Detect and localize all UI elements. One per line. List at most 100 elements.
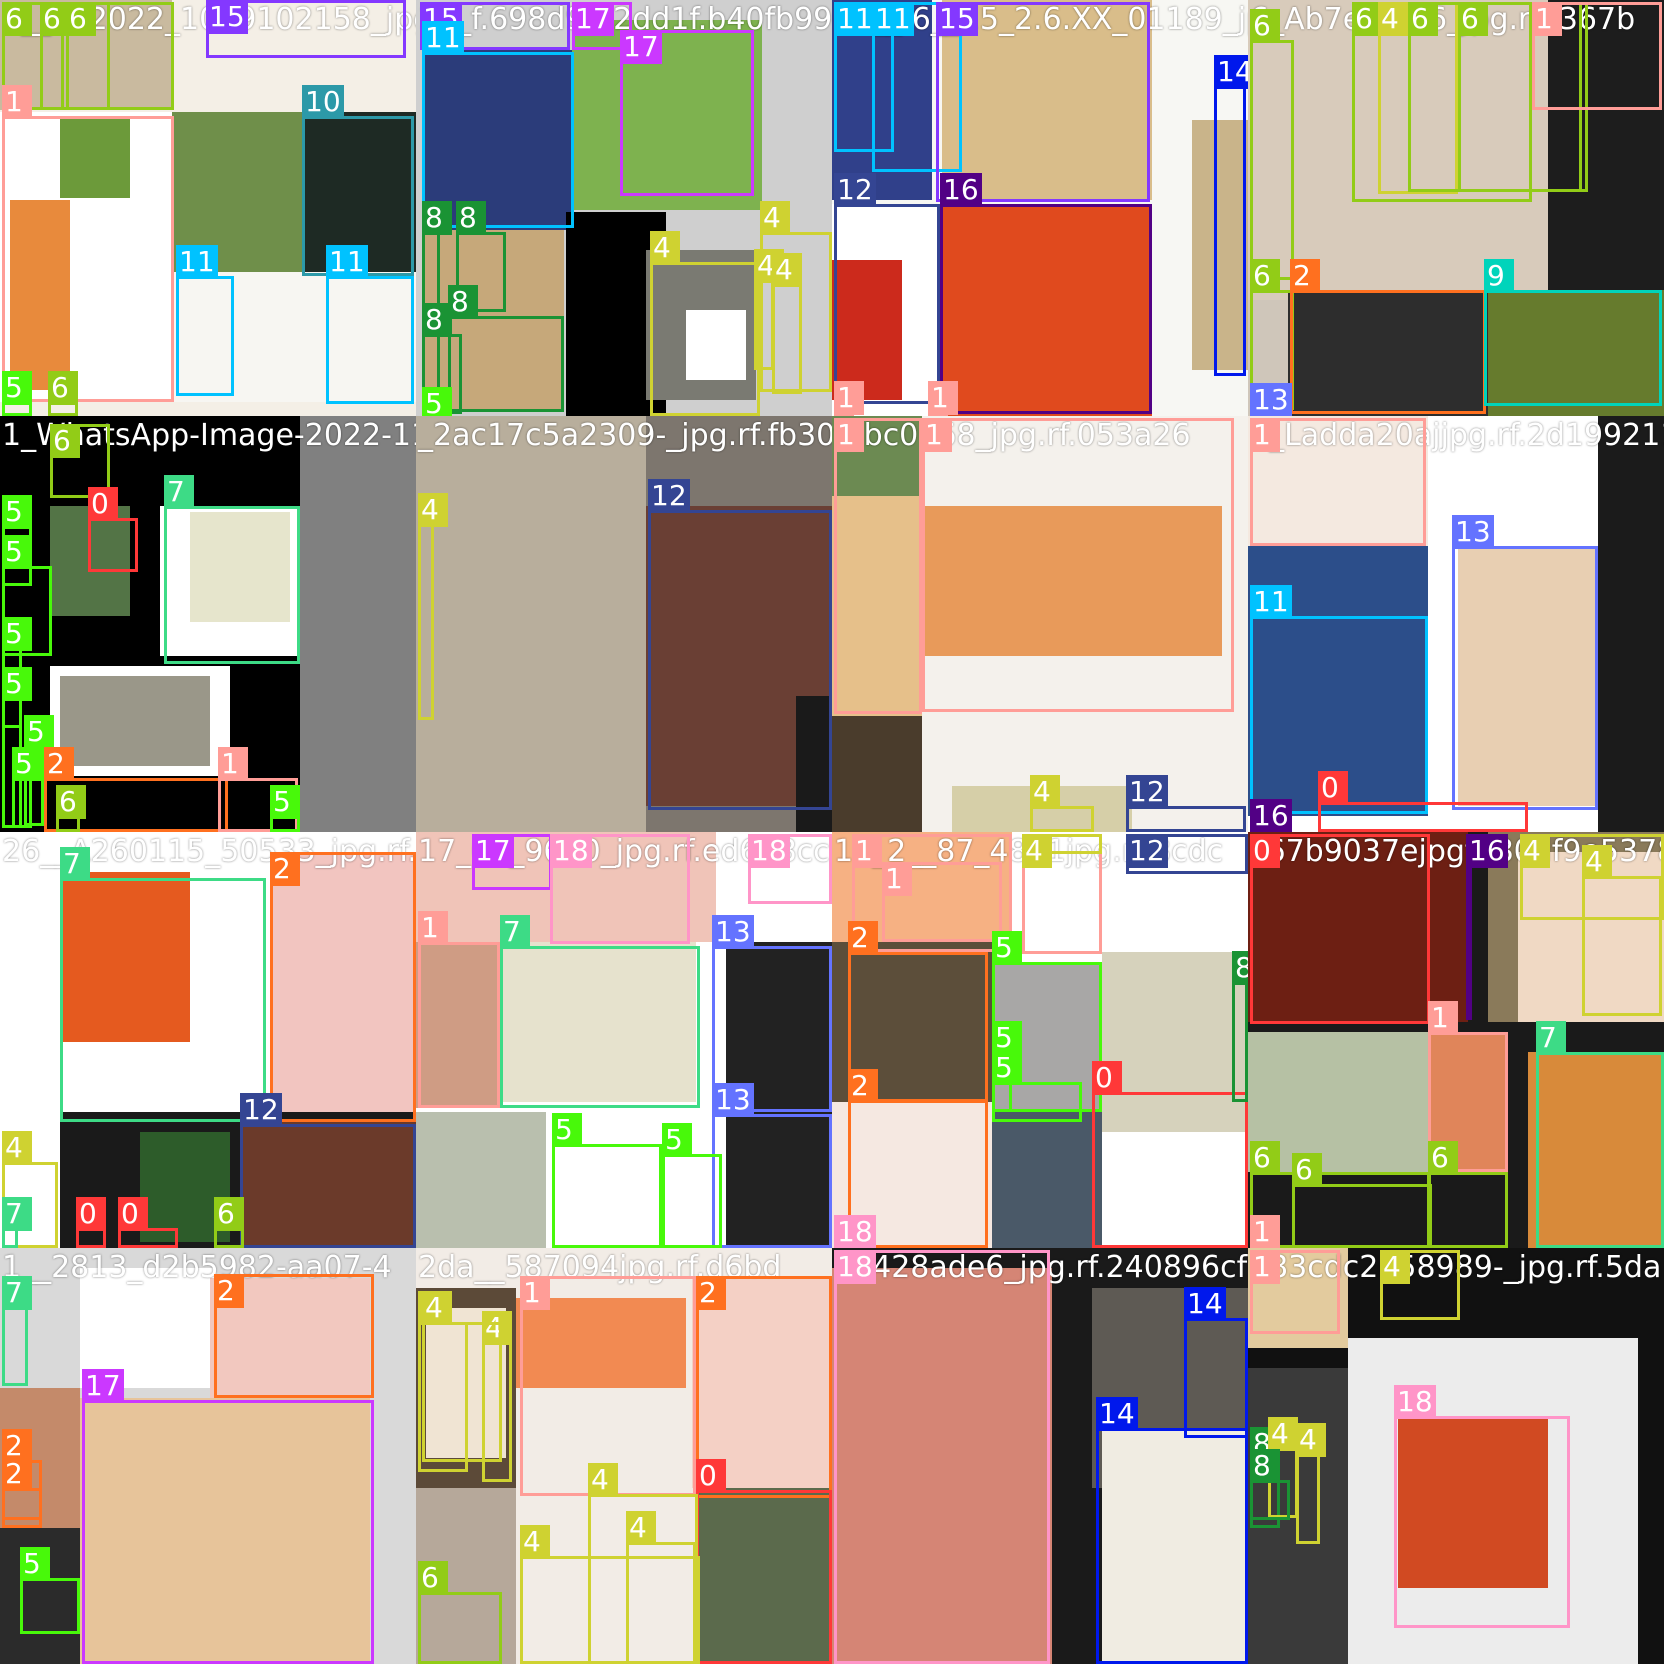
class-label: 8 (456, 201, 486, 235)
mosaic-tile: c67b9037ejpgf380df9e5378 0 16 4 4 1 7 6 6 6 1 (1248, 832, 1664, 1248)
class-label: 4 (418, 493, 448, 527)
class-label: 5 (2, 371, 32, 405)
class-label: 8 (422, 201, 452, 235)
image-region (60, 676, 210, 766)
bounding-box: 4 (772, 253, 802, 394)
class-label: 7 (1536, 1021, 1566, 1055)
class-label: 4 (520, 1525, 550, 1559)
image-region (1102, 952, 1248, 1132)
bounding-box: 4 (760, 201, 832, 392)
bounding-box: 18 (834, 1215, 876, 1248)
class-label: 18 (748, 834, 790, 868)
bounding-box: 5 (270, 785, 300, 832)
bounding-box: 1 (882, 862, 1002, 942)
class-label: 5 (992, 1051, 1022, 1085)
class-label: 7 (2, 1276, 32, 1310)
class-label: 5 (422, 387, 452, 416)
image-region (1488, 290, 1664, 416)
bounding-box: 14 (1184, 1287, 1248, 1438)
class-label: 7 (2, 1197, 32, 1231)
bounding-box: 4 (754, 249, 784, 370)
mosaic-tile: 2da__587094jpg.rf.d6bd1244404446 (416, 1248, 832, 1664)
class-label: 11 (326, 245, 368, 279)
class-label: 6 (50, 424, 80, 458)
bounding-box: 1 (418, 911, 500, 1108)
bounding-box: 13 (1452, 515, 1598, 810)
bounding-box: 2 (848, 1069, 988, 1248)
image-region (1528, 1052, 1664, 1248)
image-region (686, 310, 746, 380)
class-label: 1 (1250, 1250, 1280, 1284)
class-label: 6 (66, 2, 96, 36)
bounding-box: 1 (834, 381, 864, 416)
bounding-box: 12 (834, 173, 940, 404)
bounding-box: 5 (2, 535, 52, 656)
bounding-box: 4 (1520, 834, 1664, 920)
mosaic-tile: 1__2813_d2b5982-aa07-4 7 2 17 2 2 5 (0, 1248, 416, 1664)
bounding-box: 18 (1394, 1385, 1570, 1628)
class-label: 1 (218, 747, 248, 781)
bounding-box: 2 (44, 747, 228, 832)
bounding-box: 18 (550, 834, 690, 944)
image-region (1458, 546, 1598, 806)
bounding-box: 1 (1532, 2, 1662, 110)
bounding-box: 1 (834, 418, 922, 714)
mosaic-tile: 1_WhatsApp-Image-2022-11-02-at-7-52-0867… (0, 416, 416, 832)
class-label: 1 (852, 834, 882, 868)
mosaic-tile: 6_Ab7e6.356_jpg.rf.f367b 6 6 4 6 6 1 6 2 9 13 (1248, 0, 1664, 416)
tile-filename: f4bc0068_jpg.rf.053a26 (834, 418, 1191, 453)
bounding-box: 15 (206, 0, 406, 58)
image-region (1248, 832, 1468, 1022)
class-label: 17 (472, 834, 514, 868)
class-label: 1 (1428, 1001, 1458, 1035)
bounding-box: 1 (852, 834, 1012, 952)
bounding-box: 15 (936, 2, 1150, 202)
bounding-box: 1 (1428, 1001, 1508, 1172)
image-region (60, 872, 190, 1042)
image-region (496, 942, 696, 1102)
class-label: 12 (1126, 775, 1168, 809)
image-region (424, 50, 574, 230)
class-label: 13 (712, 915, 754, 949)
class-label: 17 (620, 30, 662, 64)
class-label: 5 (20, 1547, 50, 1581)
bounding-box: 4 (1582, 845, 1662, 1016)
class-label: 11 (872, 2, 914, 36)
bounding-box: 4 (520, 1525, 700, 1664)
bounding-box: 1 (1250, 1215, 1280, 1248)
class-label: 1 (834, 381, 864, 415)
image-region (10, 200, 70, 390)
class-label: 1 (1250, 418, 1280, 452)
bounding-box: 12 (1126, 834, 1248, 874)
bounding-box: 17 (82, 1369, 374, 1664)
class-label: 0 (696, 1459, 726, 1493)
image-region (1248, 0, 1548, 300)
class-label: 7 (500, 915, 530, 949)
bounding-box: 16 (1466, 834, 1508, 1020)
class-label: 4 (1030, 775, 1060, 809)
class-label: 0 (1092, 1061, 1122, 1095)
image-region (832, 1268, 1052, 1664)
bounding-box: 5 (662, 1123, 722, 1248)
image-region (240, 1122, 416, 1248)
bounding-box: 1 (2, 85, 174, 402)
class-label: 4 (1022, 834, 1052, 868)
bounding-box: 11 (834, 2, 894, 152)
bounding-box: 17 (620, 30, 754, 196)
class-label: 4 (626, 1511, 656, 1545)
class-label: 1 (928, 381, 958, 415)
bounding-box: 5 (20, 1547, 80, 1634)
class-label: 2 (848, 1069, 878, 1103)
class-label: 11 (834, 2, 876, 36)
bounding-box: 6 (418, 1561, 502, 1664)
mosaic-tile: 26__A260115_50533_jpg.rf.0924721247006 (0, 832, 416, 1248)
class-label: 7 (164, 475, 194, 509)
class-label: 8 (1250, 1449, 1280, 1483)
class-label: 4 (2, 1131, 32, 1165)
class-label: 18 (834, 1215, 876, 1248)
bounding-box: 0 (1318, 771, 1528, 832)
image-region (1598, 416, 1664, 832)
class-label: 6 (1292, 1153, 1322, 1187)
bounding-box: 11 (176, 245, 234, 396)
